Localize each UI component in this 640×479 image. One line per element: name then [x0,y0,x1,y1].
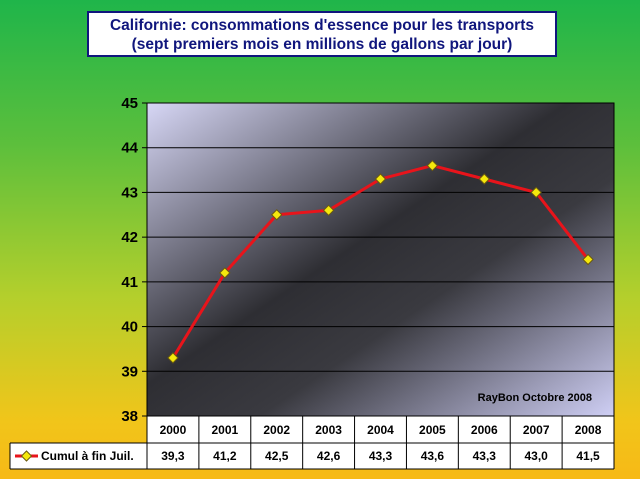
data-table-value: 41,2 [213,449,237,463]
data-point-marker [582,253,594,266]
data-table-value: 39,3 [161,449,185,463]
data-table-value: 41,5 [576,449,600,463]
x-tick-label: 2002 [263,423,290,437]
data-table-value: 43,3 [473,449,497,463]
y-tick-label: 41 [121,274,138,291]
data-table: 2000 2001 2002 2003 2004 2005 2006 2007 2008 39,3… [9,415,615,470]
data-point-marker [530,186,542,199]
chart-title-line-1: Californie: consommations d'essence pour… [109,17,534,34]
y-tick-label: 43 [121,184,138,201]
y-tick-label: 44 [121,140,138,157]
x-tick-label: 2004 [367,423,394,437]
data-table-value: 42,5 [265,449,289,463]
data-point-marker [478,173,490,185]
data-table-value: 43,6 [421,449,445,463]
x-tick-label: 2003 [315,423,342,437]
y-tick-label: 40 [121,319,138,336]
data-table-value: 43,3 [369,449,393,463]
x-tick-label: 2007 [523,423,550,437]
x-tick-label: 2006 [471,423,498,437]
x-tick-label: 2005 [419,423,446,437]
data-point-marker [167,352,179,364]
x-tick-label: 2001 [211,423,238,437]
data-point-marker [374,173,387,185]
data-point-marker [219,267,231,279]
x-tick-label: 2008 [575,423,602,437]
series-cumul [167,159,594,364]
y-axis: 38 39 40 41 42 43 44 45 [121,95,148,425]
plot-area [146,102,615,417]
y-tick-label: 38 [121,408,138,425]
credit-annotation: RayBon Octobre 2008 [478,392,592,404]
chart-title-line-2: (sept premiers mois en millions de gallo… [131,36,513,53]
legend-marker-swatch [20,450,33,462]
data-point-marker [271,209,283,221]
x-tick-label: 2000 [160,423,187,437]
chart-title: Californie: consommations d'essence pour… [87,11,557,57]
data-point-marker [426,159,439,172]
y-tick-label: 45 [121,95,138,112]
data-table-value: 42,6 [317,449,341,463]
y-tick-label: 39 [121,363,138,380]
data-table-value: 43,0 [524,449,548,463]
legend-label: Cumul à fin Juil. [41,449,134,463]
y-tick-label: 42 [121,229,138,246]
data-point-marker [322,204,335,217]
